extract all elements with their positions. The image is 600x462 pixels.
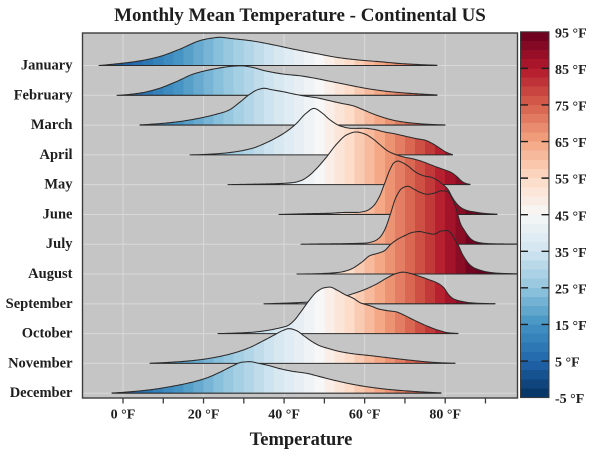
svg-text:5 °F: 5 °F <box>555 356 580 371</box>
svg-text:May: May <box>44 177 73 193</box>
svg-text:85 °F: 85 °F <box>555 63 587 78</box>
svg-text:August: August <box>28 266 72 282</box>
svg-text:15 °F: 15 °F <box>555 319 587 334</box>
svg-text:55 °F: 55 °F <box>555 173 587 188</box>
svg-text:35 °F: 35 °F <box>555 246 587 261</box>
svg-text:October: October <box>22 326 73 342</box>
svg-text:75 °F: 75 °F <box>555 100 587 115</box>
svg-text:20 °F: 20 °F <box>188 408 220 423</box>
svg-text:July: July <box>46 236 73 252</box>
svg-text:40 °F: 40 °F <box>268 408 300 423</box>
svg-text:March: March <box>31 117 73 133</box>
svg-text:0 °F: 0 °F <box>111 408 136 423</box>
svg-text:June: June <box>43 206 73 222</box>
svg-text:Monthly Mean Temperature - Con: Monthly Mean Temperature - Continental U… <box>114 5 486 26</box>
svg-text:Temperature: Temperature <box>250 430 353 450</box>
svg-text:January: January <box>21 58 73 74</box>
svg-text:95 °F: 95 °F <box>555 26 587 41</box>
svg-text:February: February <box>14 87 74 103</box>
svg-text:December: December <box>10 385 73 401</box>
svg-text:65 °F: 65 °F <box>555 136 587 151</box>
svg-text:45 °F: 45 °F <box>555 209 587 224</box>
svg-text:25 °F: 25 °F <box>555 282 587 297</box>
svg-text:60 °F: 60 °F <box>349 408 381 423</box>
svg-text:-5 °F: -5 °F <box>555 392 584 407</box>
svg-text:September: September <box>6 296 73 312</box>
svg-text:November: November <box>8 355 73 371</box>
svg-text:April: April <box>39 147 72 163</box>
svg-text:80 °F: 80 °F <box>429 408 461 423</box>
